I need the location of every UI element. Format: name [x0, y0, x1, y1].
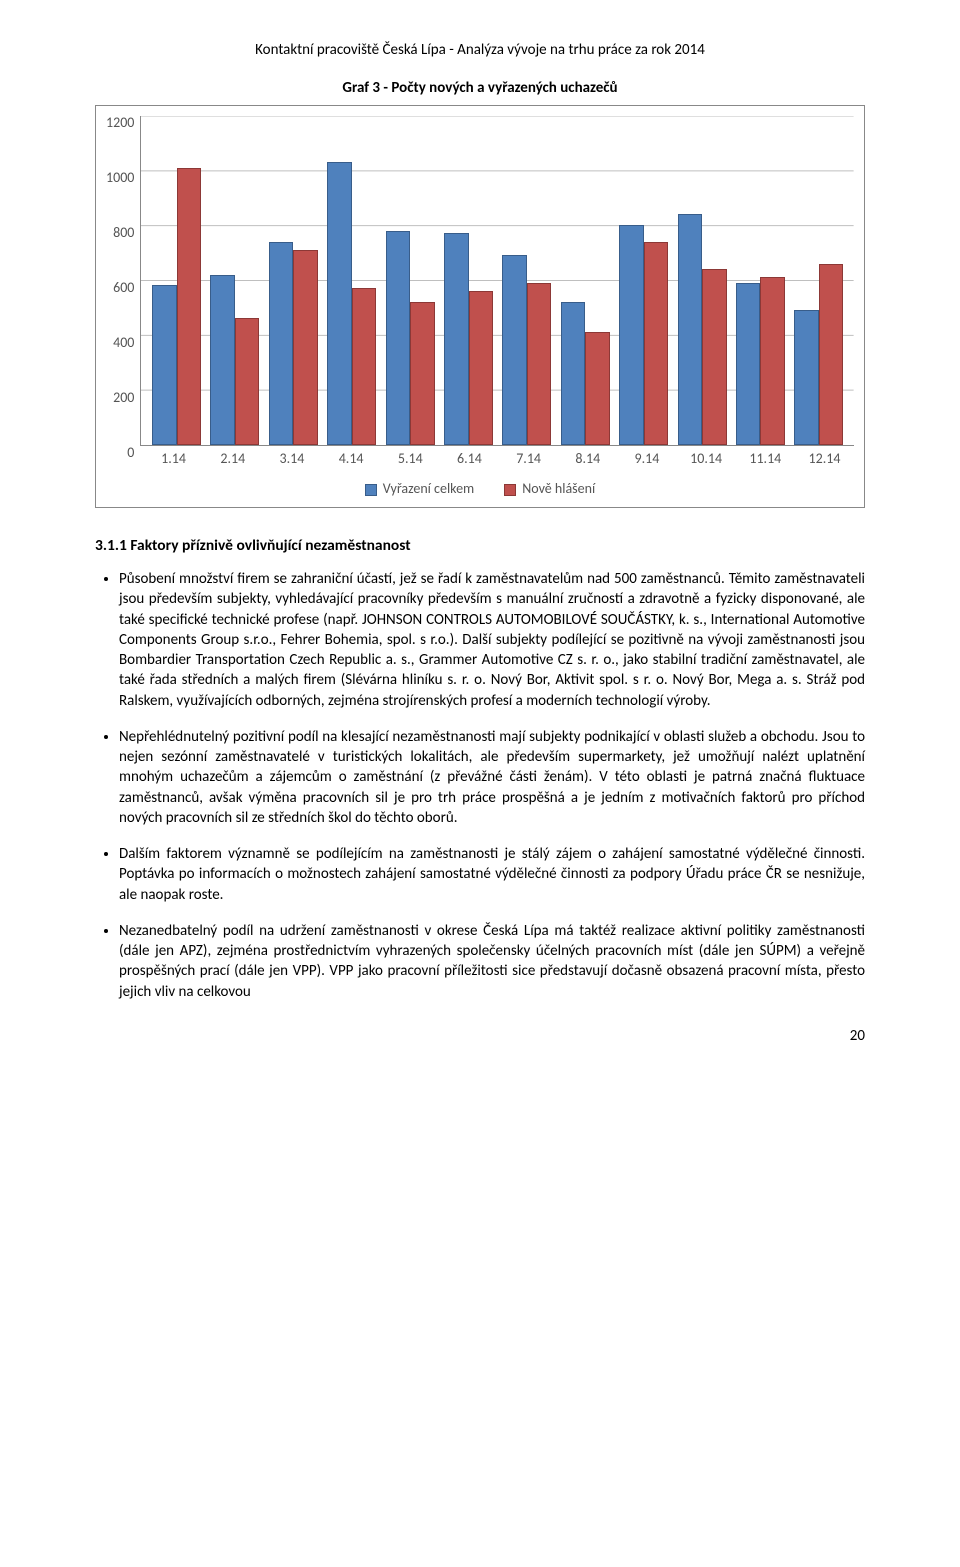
chart-bar-group [790, 116, 848, 445]
page-header: Kontaktní pracoviště Česká Lípa - Analýz… [95, 40, 865, 60]
section-heading: 3.1.1 Faktory příznivě ovlivňující nezam… [95, 536, 865, 557]
chart-bar [644, 242, 669, 445]
chart-x-tick: 6.14 [440, 450, 499, 469]
chart-bar [819, 264, 844, 445]
legend-label: Nově hlášení [522, 480, 595, 499]
chart-bar [444, 233, 469, 444]
chart-bar [210, 275, 235, 445]
chart-bar [794, 310, 819, 444]
chart-bar-group [147, 116, 205, 445]
chart-bar [352, 288, 377, 444]
chart-bar [760, 277, 785, 444]
chart-x-tick: 11.14 [736, 450, 795, 469]
chart-bar-group [206, 116, 264, 445]
chart-bar-group [731, 116, 789, 445]
legend-item: Vyřazení celkem [365, 480, 474, 499]
chart-bar-group [498, 116, 556, 445]
chart-x-tick: 4.14 [322, 450, 381, 469]
chart-legend: Vyřazení celkem Nově hlášení [106, 480, 854, 499]
chart-bar [469, 291, 494, 445]
chart-x-tick: 1.14 [144, 450, 203, 469]
chart-x-tick: 5.14 [381, 450, 440, 469]
chart-bar [585, 332, 610, 444]
chart-bar [386, 231, 411, 445]
bullet-item: Nepřehlédnutelný pozitivní podíl na kles… [119, 727, 865, 828]
chart-bar-group [615, 116, 673, 445]
chart-bar [502, 255, 527, 444]
chart-bar [269, 242, 294, 445]
chart-bar [736, 283, 761, 445]
chart-x-tick: 7.14 [499, 450, 558, 469]
bullet-item: Nezanedbatelný podíl na udržení zaměstna… [119, 921, 865, 1002]
page-number: 20 [95, 1026, 865, 1046]
chart-plot-area [140, 116, 854, 446]
legend-swatch [504, 484, 516, 496]
chart-bar [527, 283, 552, 445]
bullet-list: Působení množství firem se zahraniční úč… [95, 569, 865, 1002]
chart-bar [327, 162, 352, 444]
chart-bar [561, 302, 586, 445]
chart-x-tick: 3.14 [262, 450, 321, 469]
chart-bar [702, 269, 727, 444]
bullet-item: Dalším faktorem významně se podílejícím … [119, 844, 865, 905]
chart-x-tick: 12.14 [795, 450, 854, 469]
chart-x-tick: 10.14 [677, 450, 736, 469]
chart-bar-group [556, 116, 614, 445]
chart-bar [152, 285, 177, 444]
chart-bars [141, 116, 854, 445]
legend-item: Nově hlášení [504, 480, 595, 499]
chart-title: Graf 3 - Počty nových a vyřazených uchaz… [95, 78, 865, 98]
chart-bar-group [673, 116, 731, 445]
chart-bar [293, 250, 318, 445]
chart-x-tick: 9.14 [617, 450, 676, 469]
chart-container: 020040060080010001200 1.142.143.144.145.… [95, 105, 865, 509]
chart-bar-group [323, 116, 381, 445]
legend-swatch [365, 484, 377, 496]
chart-bar [678, 214, 703, 444]
chart-bar [235, 318, 260, 444]
chart-x-tick: 2.14 [203, 450, 262, 469]
chart-x-axis-labels: 1.142.143.144.145.146.147.148.149.1410.1… [106, 450, 854, 469]
chart-bar-group [439, 116, 497, 445]
chart-y-axis-labels: 020040060080010001200 [106, 116, 140, 446]
chart-bar-group [264, 116, 322, 445]
chart-bar [177, 168, 202, 445]
chart-x-tick: 8.14 [558, 450, 617, 469]
legend-label: Vyřazení celkem [383, 480, 474, 499]
chart-bar [619, 225, 644, 444]
chart-bar-group [381, 116, 439, 445]
bullet-item: Působení množství firem se zahraniční úč… [119, 569, 865, 711]
chart-bar [410, 302, 435, 445]
